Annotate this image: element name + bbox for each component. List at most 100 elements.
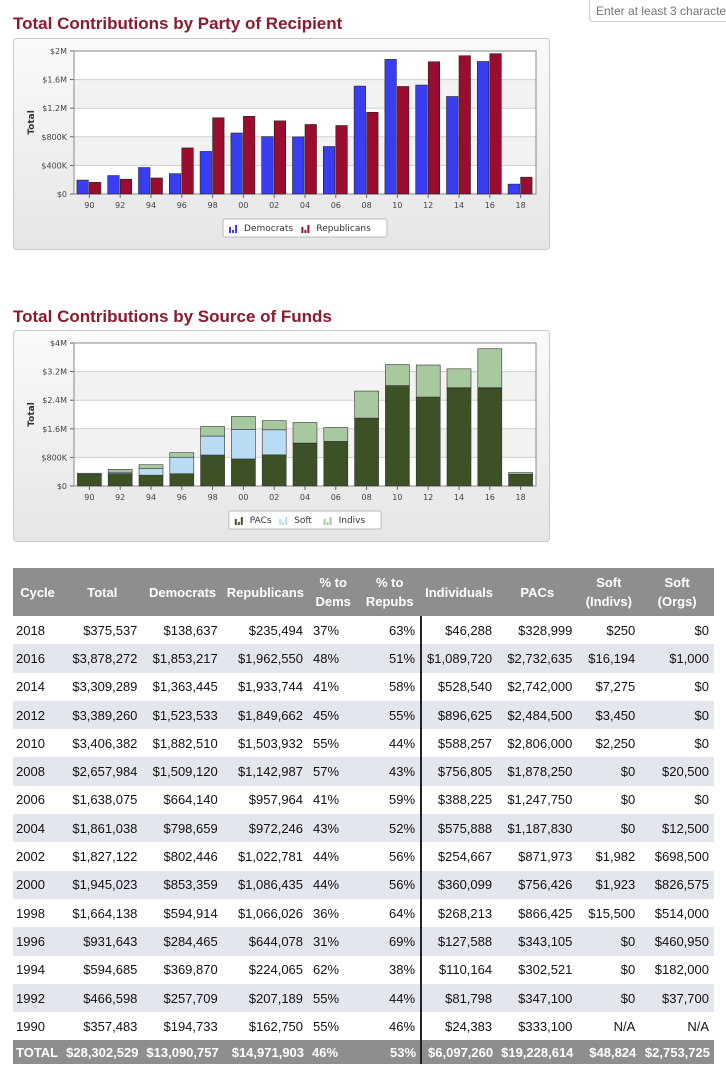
table-cell: $12,500: [640, 814, 714, 843]
x-tick-label: 00: [238, 493, 248, 502]
table-cell: $594,914: [142, 898, 223, 928]
table-row: 2006 $1,638,075 $664,140 $957,964 41% 59% $388…: [13, 785, 714, 815]
y-tick-label: $800K: [41, 133, 67, 142]
bar-democrats: [107, 175, 120, 195]
legend-swatch: [279, 519, 282, 525]
x-tick-label: 14: [454, 201, 464, 210]
table-header-row: Cycle Total Democrats Republicans % to D…: [13, 568, 714, 616]
col-total[interactable]: Total: [62, 568, 143, 616]
bar-segment-pacs: [477, 388, 503, 487]
legend-swatch: [234, 519, 237, 525]
col-soft-indivs[interactable]: Soft (Indivs): [577, 568, 641, 616]
col-pacs[interactable]: PACs: [497, 568, 578, 616]
table-cell: 55%: [308, 729, 359, 758]
table-cell: 62%: [308, 955, 359, 984]
bar-republicans: [427, 61, 441, 195]
x-tick-label: 94: [146, 201, 156, 210]
x-tick-label: 08: [362, 493, 372, 502]
table-cell: $24,383: [421, 1012, 498, 1041]
total-cell: $2,753,725: [640, 1040, 714, 1065]
cycle-cell: 2014: [13, 672, 63, 701]
table-row: 1998 $1,664,138 $594,914 $1,066,026 36% 64% $2…: [13, 898, 714, 928]
x-tick-label: 90: [84, 493, 94, 502]
table-cell: $826,575: [640, 870, 714, 899]
table-cell: $2,484,500: [497, 700, 578, 730]
table-cell: $1,086,435: [222, 870, 309, 899]
search-input[interactable]: [589, 0, 726, 22]
table-total-row: TOTAL $28,302,529 $13,090,757 $14,971,90…: [13, 1040, 714, 1065]
table-cell: $46,288: [421, 616, 498, 645]
y-tick-label: $2.4M: [42, 396, 67, 405]
table-cell: $1,882,510: [142, 729, 223, 758]
y-tick-label: $400K: [41, 161, 67, 170]
table-cell: 44%: [308, 842, 359, 871]
cycle-cell: 2004: [13, 814, 63, 843]
table-cell: 51%: [358, 644, 423, 673]
bar-democrats: [476, 61, 490, 195]
x-tick-label: 16: [485, 493, 495, 502]
contributions-table: Cycle Total Democrats Republicans % to D…: [13, 568, 714, 1065]
table-cell: $388,225: [421, 785, 498, 815]
bar-segment-pacs: [231, 458, 256, 487]
bar-segment-indivs: [415, 364, 441, 398]
party-chart: $0 $400K $800K $1.2M $1.6M $2M Total 90 92 94 96 98…: [13, 38, 550, 250]
x-tick-label: 98: [208, 493, 218, 502]
table-cell: 31%: [308, 927, 359, 956]
bar-segment-pacs: [446, 387, 472, 487]
cycle-cell: 2002: [13, 842, 63, 871]
table-cell: $1,363,445: [142, 672, 223, 701]
bar-segment-pacs: [169, 473, 195, 487]
col-republicans[interactable]: Republicans: [222, 568, 309, 616]
bar-segment-soft: [200, 435, 225, 456]
table-cell: $644,078: [222, 927, 309, 956]
table-cell: $1,523,533: [142, 700, 223, 730]
table-cell: $798,659: [142, 814, 223, 843]
bar-democrats: [322, 146, 336, 195]
table-cell: $460,950: [640, 927, 714, 956]
table-row: 2014 $3,309,289 $1,363,445 $1,933,744 41% 58%…: [13, 672, 714, 701]
cycle-cell: 1998: [13, 898, 63, 928]
table-row: 2002 $1,827,122 $802,446 $1,022,781 44% 56% $2…: [13, 842, 714, 871]
bar-democrats: [384, 59, 397, 195]
x-tick-label: 10: [392, 201, 402, 210]
bar-democrats: [415, 84, 428, 195]
table-cell: $328,999: [497, 616, 578, 645]
table-cell: $3,878,272: [62, 644, 143, 673]
table-cell: $1,000: [640, 644, 714, 673]
legend-swatch: [232, 230, 234, 233]
table-row: 2018 $375,537 $138,637 $235,494 37% 63% $46,28…: [13, 616, 714, 645]
y-axis-label: Total: [27, 402, 37, 427]
bar-segment-pacs: [508, 473, 533, 487]
table-row: 1992 $466,598 $257,709 $207,189 55% 44% $81,79…: [13, 983, 714, 1013]
bar-republicans: [150, 177, 163, 195]
bar-democrats: [507, 183, 520, 195]
y-tick-label: $800K: [41, 453, 67, 462]
col-pct-repubs[interactable]: % to Repubs: [358, 568, 422, 616]
legend: [228, 510, 382, 530]
total-cell: $19,228,614: [497, 1040, 578, 1065]
col-individuals[interactable]: Individuals: [421, 568, 498, 616]
legend-swatch: [326, 522, 329, 525]
x-tick-label: 02: [269, 201, 279, 210]
bar-segment-indivs: [107, 469, 133, 473]
table-cell: $1,142,987: [222, 757, 309, 786]
col-democrats[interactable]: Democrats: [142, 568, 223, 616]
total-cell: $14,971,903: [222, 1040, 309, 1065]
col-pct-dems[interactable]: % to Dems: [308, 568, 359, 616]
bar-republicans: [119, 178, 132, 195]
bar-segment-indivs: [200, 426, 225, 437]
bar-segment-indivs: [385, 364, 410, 386]
table-row: 1994 $594,685 $369,870 $224,065 62% 38% $110,1…: [13, 955, 714, 984]
x-tick-label: 14: [454, 493, 464, 502]
bar-segment-indivs: [77, 472, 102, 475]
table-cell: $369,870: [142, 955, 223, 984]
col-cycle[interactable]: Cycle: [13, 568, 63, 616]
legend-swatch: [235, 225, 237, 233]
table-cell: 58%: [358, 672, 423, 701]
table-cell: 45%: [308, 700, 359, 730]
cycle-cell: 2010: [13, 729, 63, 758]
col-soft-orgs[interactable]: Soft (Orgs): [640, 568, 714, 616]
table-cell: $756,426: [497, 870, 578, 899]
y-tick-label: $1.6M: [42, 76, 67, 85]
x-tick-label: 98: [208, 201, 218, 210]
